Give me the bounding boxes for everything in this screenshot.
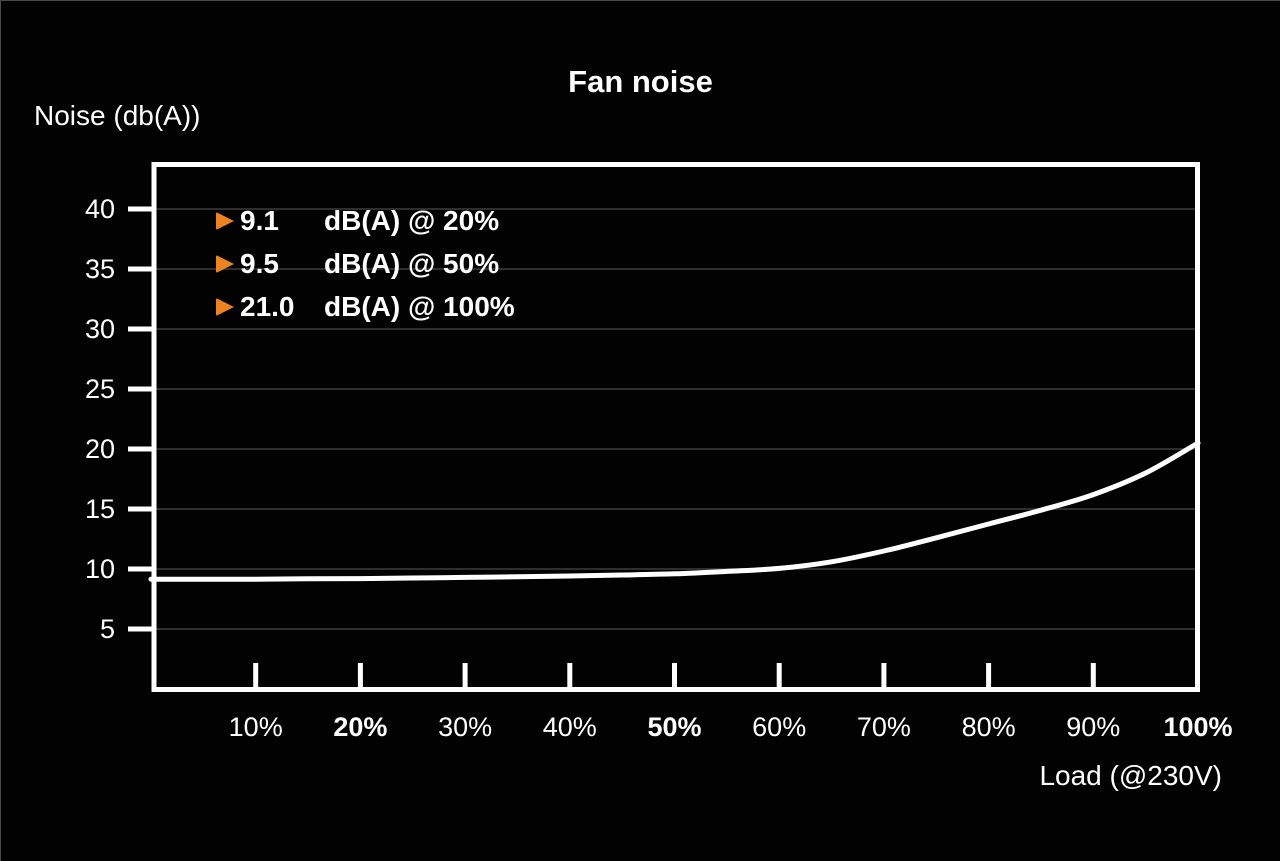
x-axis-tick-marks [253,663,1096,689]
y-axis-tick-marks [128,206,153,632]
legend: 9.1 dB(A) @ 20% 9.5 dB(A) @ 50% 21.0 dB(A) @ … [216,205,515,336]
gridlines [156,208,1195,630]
legend-label: dB(A) @ 50% [324,248,500,279]
legend-label: dB(A) @ 100% [324,291,515,322]
triangle-right-icon [216,255,234,273]
plot-frame [151,162,1200,692]
legend-row: 9.5 dB(A) @ 50% [216,248,515,279]
triangle-right-icon [216,212,234,230]
legend-value: 9.5 [240,248,279,279]
legend-value: 21.0 [240,291,295,322]
legend-row: 9.1 dB(A) @ 20% [216,205,515,236]
noise-curve [148,440,1201,582]
x-axis-label: Load (@230V) [1039,760,1222,791]
legend-label: dB(A) @ 20% [324,205,500,236]
legend-value: 9.1 [240,205,279,236]
triangle-right-icon [216,298,234,316]
legend-row: 21.0 dB(A) @ 100% [216,291,515,322]
y-axis-label: Noise (db(A)) [34,100,201,131]
chart-title: Fan noise [568,64,713,99]
